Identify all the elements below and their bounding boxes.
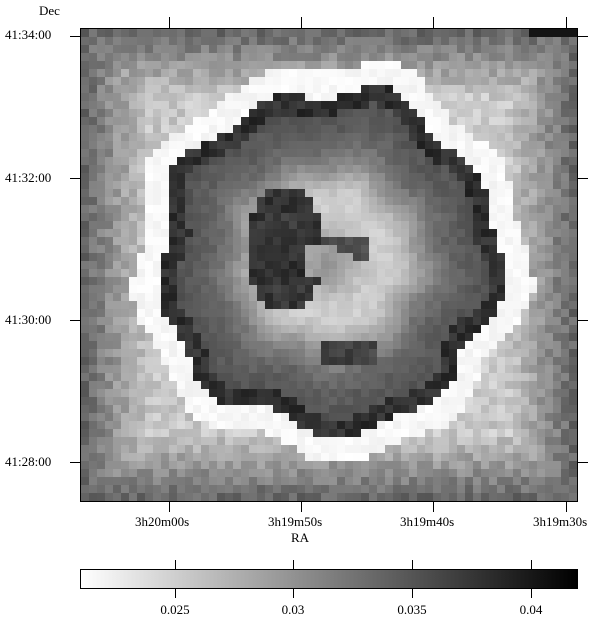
y-tick-left: [70, 178, 80, 179]
x-tick-top: [566, 17, 567, 28]
colorbar-tick: [412, 589, 413, 598]
x-tick-label: 3h19m50s: [268, 514, 323, 529]
y-tick-label: 41:32:00: [5, 170, 52, 185]
colorbar-tick: [531, 589, 532, 598]
y-axis-title: Dec: [39, 3, 60, 18]
y-tick-right: [578, 178, 588, 179]
y-tick-label: 41:34:00: [5, 27, 52, 42]
x-tick-bottom: [566, 502, 567, 512]
y-tick-right: [578, 462, 588, 463]
y-tick-right: [578, 320, 588, 321]
colorbar: [80, 569, 578, 589]
x-tick-top: [169, 17, 170, 28]
colorbar-tick-label: 0.025: [160, 602, 190, 617]
x-tick-label: 3h19m30s: [533, 514, 588, 529]
colorbar-tick-label: 0.03: [281, 602, 305, 617]
y-tick-left: [70, 320, 80, 321]
y-tick-right: [578, 36, 588, 37]
x-tick-label: 3h20m00s: [135, 514, 190, 529]
colorbar-tick: [175, 560, 176, 569]
y-tick-label: 41:30:00: [5, 312, 52, 327]
x-tick-top: [301, 17, 302, 28]
colorbar-tick: [412, 560, 413, 569]
x-tick-bottom: [433, 502, 434, 512]
colorbar-tick: [293, 589, 294, 598]
y-tick-left: [70, 462, 80, 463]
x-tick-label: 3h19m40s: [400, 514, 455, 529]
x-axis-title: RA: [291, 530, 310, 545]
colorbar-tick-label: 0.035: [397, 602, 427, 617]
plot-frame: [80, 28, 578, 502]
y-tick-label: 41:28:00: [5, 454, 52, 469]
colorbar-tick-label: 0.04: [519, 602, 543, 617]
heatmap-image: [81, 29, 577, 501]
x-tick-bottom: [301, 502, 302, 512]
colorbar-tick: [293, 560, 294, 569]
x-tick-bottom: [169, 502, 170, 512]
colorbar-tick: [175, 589, 176, 598]
y-tick-left: [70, 36, 80, 37]
colorbar-tick: [531, 560, 532, 569]
x-tick-top: [433, 17, 434, 28]
